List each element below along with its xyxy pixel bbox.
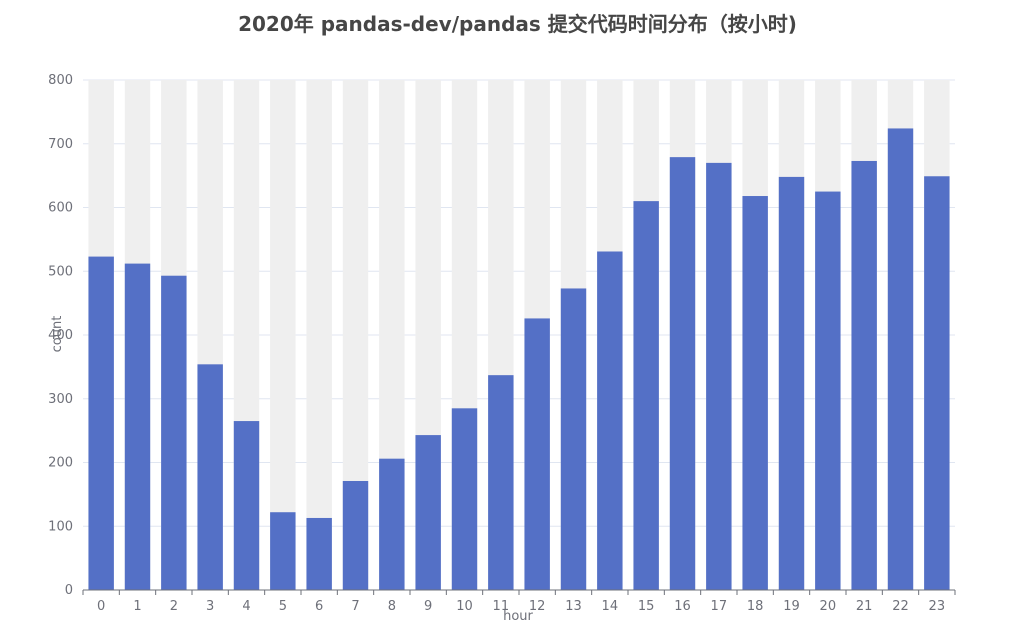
bar-23 (924, 176, 950, 590)
x-tick-label-5: 5 (279, 599, 287, 614)
bar-19 (778, 176, 805, 590)
bar-8 (379, 458, 405, 590)
y-tick-label-400: 400 (48, 328, 73, 343)
y-tick-label-200: 200 (48, 456, 73, 471)
bar-15 (633, 201, 659, 590)
y-tick-label-800: 800 (48, 73, 73, 88)
y-tick-label-700: 700 (48, 137, 73, 152)
bar-9 (415, 435, 441, 590)
bar-0 (88, 256, 114, 590)
bar-10 (451, 408, 478, 590)
x-tick-label-8: 8 (388, 599, 396, 614)
bar-4 (233, 421, 260, 590)
x-tick-label-10: 10 (456, 599, 473, 614)
x-tick-label-16: 16 (674, 599, 691, 614)
chart-title: 2020年 pandas-dev/pandas 提交代码时间分布（按小时) (238, 12, 797, 36)
x-tick-label-17: 17 (711, 599, 728, 614)
bar-20 (815, 191, 841, 590)
bar-12 (524, 318, 550, 590)
x-tick-label-18: 18 (747, 599, 764, 614)
x-tick-label-19: 19 (783, 599, 800, 614)
y-tick-label-500: 500 (48, 264, 73, 279)
x-tick-label-21: 21 (856, 599, 873, 614)
y-tick-label-600: 600 (48, 201, 73, 216)
bar-6 (306, 517, 332, 590)
x-tick-label-4: 4 (242, 599, 250, 614)
bar-2 (161, 275, 187, 590)
bar-21 (851, 160, 877, 590)
x-tick-label-23: 23 (929, 599, 946, 614)
bar-14 (597, 251, 623, 591)
bar-18 (742, 196, 768, 590)
x-tick-label-7: 7 (351, 599, 359, 614)
x-tick-label-0: 0 (97, 599, 105, 614)
x-tick-label-15: 15 (638, 599, 655, 614)
bar-16 (669, 157, 696, 590)
y-tick-label-0: 0 (65, 583, 73, 598)
background-bar-6 (306, 80, 332, 590)
bar-17 (706, 162, 732, 590)
grid-lines (83, 79, 955, 527)
axes (82, 589, 956, 595)
x-axis-label: hour (503, 609, 533, 624)
background-bar-5 (270, 80, 296, 590)
x-tick-label-22: 22 (892, 599, 909, 614)
y-tick-label-100: 100 (48, 519, 73, 534)
y-tick-label-300: 300 (48, 392, 73, 407)
x-tick-label-13: 13 (565, 599, 582, 614)
data-bars (88, 128, 950, 591)
bar-3 (197, 364, 223, 590)
y-axis-label: count (50, 316, 65, 353)
bar-1 (124, 263, 151, 590)
bar-22 (887, 128, 914, 590)
x-tick-label-20: 20 (820, 599, 837, 614)
x-tick-label-2: 2 (170, 599, 178, 614)
x-tick-label-1: 1 (133, 599, 141, 614)
bar-5 (270, 512, 296, 590)
x-tick-label-11: 11 (493, 599, 510, 614)
x-tick-label-9: 9 (424, 599, 432, 614)
bar-11 (488, 375, 514, 590)
x-tick-label-6: 6 (315, 599, 323, 614)
x-tick-label-12: 12 (529, 599, 546, 614)
x-tick-label-14: 14 (602, 599, 619, 614)
bar-13 (560, 288, 587, 590)
bar-7 (342, 480, 369, 590)
x-tick-label-3: 3 (206, 599, 214, 614)
